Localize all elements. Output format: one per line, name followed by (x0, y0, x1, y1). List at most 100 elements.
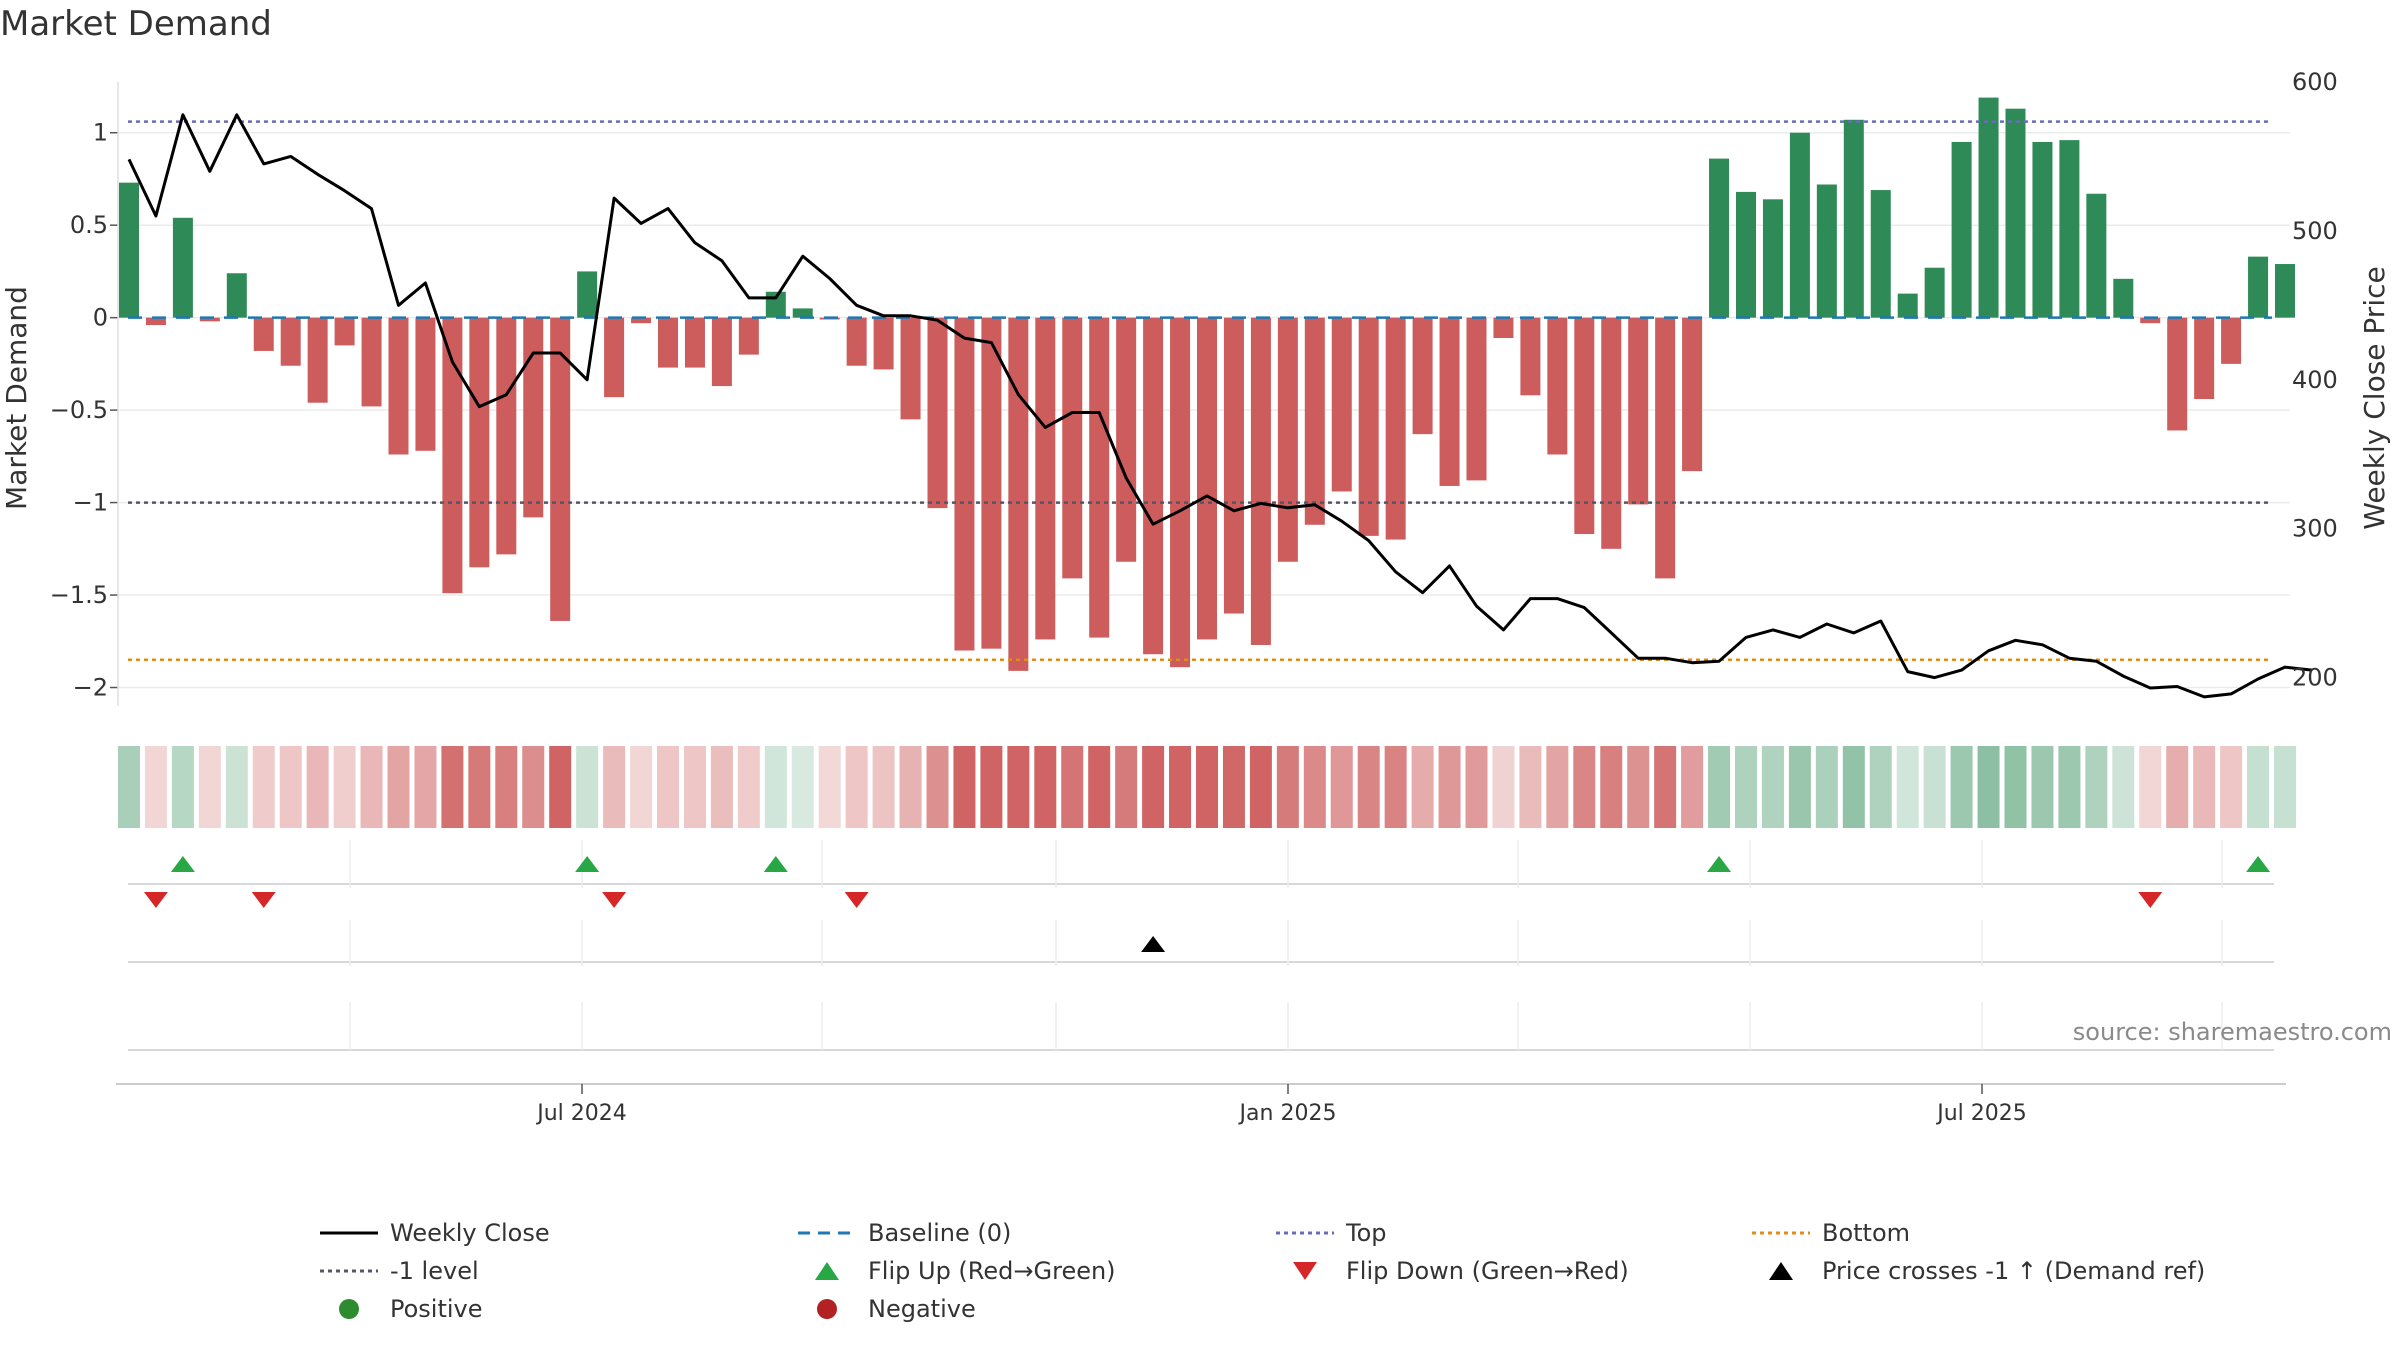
demand-bar (2113, 278, 2134, 318)
heat-strip-cell (2112, 746, 2135, 828)
heat-strip-cell (1115, 746, 1138, 828)
chart-title: Market Demand (0, 4, 272, 44)
demand-bar (1143, 317, 1164, 655)
heat-strip-cell (630, 746, 653, 828)
demand-bar (1547, 317, 1568, 455)
demand-bar (226, 273, 247, 318)
heat-strip-cell (1950, 746, 1973, 828)
demand-bar (442, 317, 463, 594)
heat-strip-cell (1842, 746, 1865, 828)
heat-strip-cell (899, 746, 922, 828)
heat-strip-cell (414, 746, 437, 828)
price-cross-marker (1141, 936, 1166, 952)
demand-bar (1736, 191, 1756, 318)
heat-strip-cell (1438, 746, 1461, 828)
demand-bar (2059, 140, 2080, 318)
demand-bar (792, 308, 813, 318)
demand-bar (199, 317, 220, 322)
demand-bar (2194, 317, 2215, 400)
heat-strip-cell (1977, 746, 2000, 828)
heat-strip-cell (1546, 746, 1569, 828)
x-tick-label: Jul 2024 (535, 1101, 627, 1126)
heat-strip-cell (2220, 746, 2243, 828)
y-tick-label: −1.5 (50, 581, 108, 609)
demand-bar (900, 317, 921, 420)
heat-strip-cell (657, 746, 679, 828)
flip-up-marker (1707, 856, 1732, 872)
demand-bar (119, 182, 139, 318)
demand-bar (2248, 256, 2269, 318)
y2-tick-label: 400 (2292, 366, 2338, 394)
heat-strip-cell (2139, 746, 2162, 828)
heat-strip-cell (872, 746, 895, 828)
demand-bar (1924, 267, 1945, 318)
heat-strip-cell (1222, 746, 1245, 828)
demand-bar (1978, 97, 1999, 318)
demand-bar (145, 317, 166, 326)
demand-bar (496, 317, 517, 555)
demand-bar (1412, 317, 1433, 435)
demand-bar (334, 317, 355, 346)
heat-strip-cell (225, 746, 248, 828)
heat-strip-cell (1061, 746, 1084, 828)
heat-strip-cell (1681, 746, 1704, 828)
flip-down-marker (2138, 892, 2163, 908)
heat-strip-cell (1923, 746, 1946, 828)
demand-bar (1197, 317, 1217, 640)
axes-layer: 1 0.5 0 −0.5 −1 −1.5 −2 Market Demand 600 500 400 3… (0, 68, 2391, 1126)
heat-strip-cell (2058, 746, 2081, 828)
y-axis-label: Market Demand (0, 286, 33, 510)
heat-strip-cell (333, 746, 356, 828)
demand-bar (658, 317, 678, 368)
heat-strip-cell (360, 746, 383, 828)
heat-strip-cell (1330, 746, 1353, 828)
heat-strip-cell (522, 746, 545, 828)
demand-bar (1008, 317, 1029, 671)
heat-strip-cell (1573, 746, 1596, 828)
heat-strip-cell (1007, 746, 1030, 828)
heat-strip-cell (1088, 746, 1111, 828)
heat-strip-cell (2004, 746, 2027, 828)
heat-strip-cell (926, 746, 949, 828)
heat-strip-cell (1169, 746, 1192, 828)
demand-bar (846, 317, 867, 366)
demand-bar (1574, 317, 1595, 535)
y-tick-label: −0.5 (50, 396, 108, 424)
demand-bar (1870, 190, 1891, 318)
heat-strip-cell (818, 746, 841, 828)
price-line-layer (127, 113, 2313, 699)
heat-strip-cell (1249, 746, 1272, 828)
demand-bar (172, 217, 193, 318)
demand-bar (2221, 317, 2242, 364)
demand-bar (361, 317, 382, 407)
demand-bar (1762, 199, 1783, 318)
demand-bar (253, 317, 274, 351)
heat-strip-cell (2247, 746, 2270, 828)
demand-bar (1170, 317, 1191, 668)
demand-bar (1601, 317, 1622, 549)
demand-bar (388, 317, 409, 455)
heat-strip-cell (1708, 746, 1731, 828)
weekly-close-line (127, 113, 2313, 699)
heat-strip-cell (953, 746, 976, 828)
heat-strip-cell (1034, 746, 1057, 828)
heat-strip-cell (1735, 746, 1757, 828)
flip-down-marker (602, 892, 627, 908)
heat-strip-cell (2085, 746, 2108, 828)
heat-strip-cell (1627, 746, 1650, 828)
heat-strip-cell (387, 746, 410, 828)
demand-bar (1897, 293, 1918, 318)
heat-strip-cell (1276, 746, 1299, 828)
heat-strip-cell (1869, 746, 1892, 828)
flip-up-marker (2246, 856, 2271, 872)
demand-bar (954, 317, 975, 651)
heat-strip-cell (549, 746, 572, 828)
heat-strip-cell (1600, 746, 1623, 828)
x-tick-label: Jul 2025 (1935, 1101, 2027, 1126)
demand-bar (604, 317, 625, 398)
heat-strip-cell (118, 746, 140, 828)
heat-strip-cell (576, 746, 599, 828)
demand-bar (2275, 264, 2295, 318)
demand-bar (684, 317, 705, 368)
